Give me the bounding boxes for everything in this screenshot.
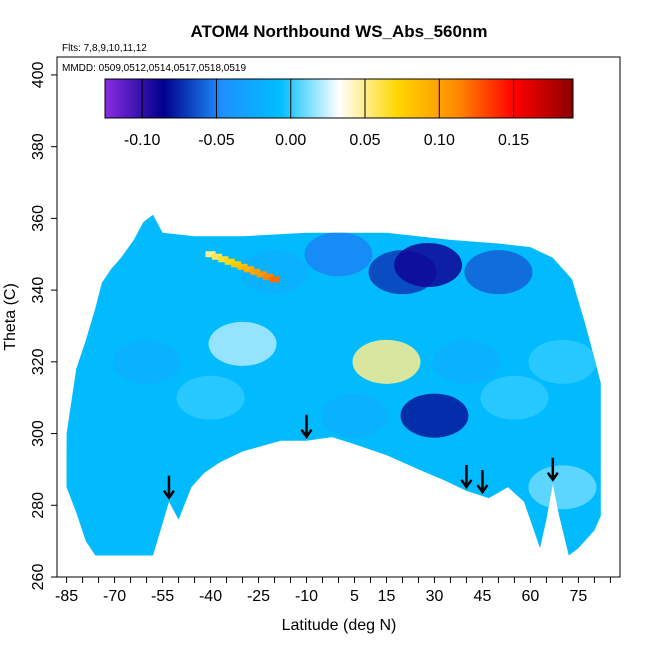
x-tick-label: -10 bbox=[295, 588, 318, 605]
flights-note: Flts: 7,8,9,10,11,12 bbox=[62, 43, 147, 54]
field-node bbox=[320, 393, 389, 438]
field-node bbox=[480, 375, 549, 420]
x-tick-label: 15 bbox=[378, 588, 396, 605]
streak-cell bbox=[269, 276, 280, 283]
streak-cell bbox=[218, 256, 229, 263]
colorbar-tick-label: 0.05 bbox=[349, 132, 380, 149]
streak-cell bbox=[237, 263, 248, 270]
observation-arrow bbox=[546, 457, 559, 482]
field-node bbox=[394, 243, 463, 287]
streak-cell bbox=[250, 268, 261, 275]
field-node bbox=[240, 250, 309, 295]
y-tick-label: 340 bbox=[30, 277, 47, 304]
field-node bbox=[464, 250, 533, 295]
observation-arrow bbox=[300, 414, 313, 439]
chart-title: ATOM4 Northbound WS_Abs_560nm bbox=[191, 22, 488, 41]
colorbar-tick-label: 0.15 bbox=[498, 132, 529, 149]
streak-cell bbox=[243, 266, 254, 273]
field-node bbox=[528, 339, 597, 384]
field-node bbox=[304, 232, 373, 277]
colorbar-tick-label: 0.10 bbox=[424, 132, 455, 149]
streak-cell bbox=[256, 271, 267, 278]
x-tick-label: 45 bbox=[474, 588, 492, 605]
field-node bbox=[112, 339, 181, 384]
x-tick-label: -55 bbox=[151, 588, 174, 605]
streak-cell bbox=[224, 258, 235, 265]
y-axis-label: Theta (C) bbox=[2, 283, 19, 351]
x-tick-label: 60 bbox=[522, 588, 540, 605]
x-tick-label: -25 bbox=[247, 588, 270, 605]
colorbar-tick-label: -0.10 bbox=[124, 132, 161, 149]
y-tick-label: 280 bbox=[30, 492, 47, 519]
x-tick-label: 5 bbox=[350, 588, 359, 605]
y-tick-label: 360 bbox=[30, 205, 47, 232]
y-tick-label: 380 bbox=[30, 133, 47, 160]
field-node bbox=[80, 411, 149, 456]
field-node bbox=[432, 339, 501, 384]
field-node bbox=[66, 447, 117, 492]
x-tick-label: -40 bbox=[199, 588, 222, 605]
observation-arrow bbox=[162, 475, 175, 500]
field-node bbox=[528, 465, 597, 510]
y-tick-label: 400 bbox=[30, 61, 47, 88]
colorbar bbox=[104, 78, 574, 119]
observation-arrow bbox=[460, 464, 473, 490]
field-node bbox=[352, 339, 421, 384]
x-tick-label: 75 bbox=[570, 588, 588, 605]
x-axis: -85 -70 -55 -40 -25 -10 5 15 30 45 60 75 bbox=[55, 577, 611, 605]
colorbar-ticks: -0.10 -0.05 0.00 0.05 0.10 0.15 bbox=[124, 79, 529, 149]
field-node bbox=[176, 375, 245, 420]
x-tick-label: 30 bbox=[426, 588, 444, 605]
observation-arrow bbox=[476, 470, 489, 495]
y-tick-label: 260 bbox=[30, 564, 47, 591]
x-tick-label: -85 bbox=[55, 588, 78, 605]
colorbar-tick-label: -0.05 bbox=[198, 132, 235, 149]
streak-cell bbox=[211, 253, 222, 260]
streak-cell bbox=[231, 261, 242, 268]
field-node bbox=[400, 393, 469, 438]
field-node bbox=[208, 321, 277, 366]
x-tick-label: -70 bbox=[103, 588, 126, 605]
field-node bbox=[144, 268, 213, 313]
y-tick-label: 320 bbox=[30, 348, 47, 375]
colorbar-tick-label: 0.00 bbox=[275, 132, 306, 149]
y-axis: 260 280 300 320 340 360 380 400 bbox=[30, 61, 57, 590]
dates-note: MMDD: 0509,0512,0514,0517,0518,0519 bbox=[62, 63, 246, 74]
observation-arrows bbox=[162, 414, 559, 500]
streak-cell bbox=[263, 273, 274, 280]
streak-cell bbox=[205, 251, 216, 258]
x-axis-label: Latitude (deg N) bbox=[282, 617, 397, 634]
y-tick-label: 300 bbox=[30, 420, 47, 447]
